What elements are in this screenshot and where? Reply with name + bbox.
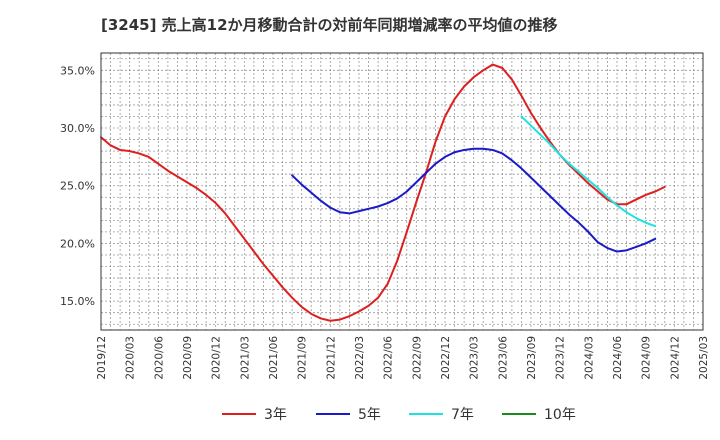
x-tick-label: 2024/12 (669, 336, 681, 380)
x-tick-label: 2025/03 (698, 336, 710, 380)
x-tick-label: 2023/06 (497, 336, 509, 380)
series-lines (100, 63, 666, 322)
x-tick-label: 2024/06 (612, 336, 624, 380)
x-tick-label: 2023/03 (469, 336, 481, 380)
x-tick-label: 2022/06 (383, 336, 395, 380)
chart-title: [3245] 売上高12か月移動合計の対前年同期増減率の平均値の推移 (101, 16, 558, 34)
x-axis-ticks: 2019/12 2020/03 2020/06 2020/09 2020/12 2021/… (96, 336, 710, 380)
legend-label: 3年 (264, 407, 287, 423)
x-tick-label: 2024/09 (641, 336, 653, 380)
x-tick-label: 2023/12 (555, 336, 567, 380)
x-tick-label: 2019/12 (96, 336, 108, 380)
x-tick-label: 2020/06 (153, 336, 165, 380)
y-tick-label: 35.0% (60, 64, 95, 77)
legend-label: 5年 (358, 407, 381, 423)
legend: 3年 5年 7年 10年 (222, 407, 576, 423)
series-line-2 (520, 115, 657, 228)
x-tick-label: 2022/03 (354, 336, 366, 380)
x-tick-label: 2021/06 (268, 336, 280, 380)
x-tick-label: 2024/03 (583, 336, 595, 380)
x-tick-label: 2021/03 (239, 336, 251, 380)
series-line-1 (291, 147, 657, 253)
legend-label: 7年 (451, 407, 474, 423)
plot-border (100, 52, 704, 331)
y-tick-label: 30.0% (60, 122, 95, 135)
x-tick-label: 2020/03 (125, 336, 137, 380)
x-tick-label: 2023/09 (526, 336, 538, 380)
y-tick-label: 20.0% (60, 237, 95, 250)
x-tick-label: 2020/12 (211, 336, 223, 380)
plot-area (101, 53, 703, 330)
grid-lines (101, 53, 703, 330)
x-tick-label: 2021/09 (297, 336, 309, 380)
x-tick-label: 2020/09 (182, 336, 194, 380)
legend-label: 10年 (544, 407, 576, 423)
y-axis-ticks: 15.0% 20.0% 25.0% 30.0% 35.0% (60, 64, 95, 308)
y-tick-label: 25.0% (60, 180, 95, 193)
x-tick-label: 2022/09 (411, 336, 423, 380)
x-tick-label: 2021/12 (325, 336, 337, 380)
y-tick-label: 15.0% (60, 295, 95, 308)
x-tick-label: 2022/12 (440, 336, 452, 380)
series-line-0 (100, 63, 666, 322)
